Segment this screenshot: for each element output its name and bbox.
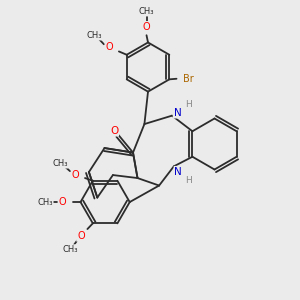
Text: CH₃: CH₃ xyxy=(63,245,78,254)
Text: O: O xyxy=(143,22,150,32)
Text: N: N xyxy=(173,108,181,118)
Text: O: O xyxy=(110,126,118,136)
Text: CH₃: CH₃ xyxy=(87,31,102,40)
Text: CH₃: CH₃ xyxy=(52,159,68,168)
Text: N: N xyxy=(174,167,182,177)
Text: O: O xyxy=(72,170,79,180)
Text: Br: Br xyxy=(182,74,193,84)
Text: O: O xyxy=(106,42,113,52)
Text: O: O xyxy=(59,197,66,207)
Text: CH₃: CH₃ xyxy=(38,198,53,206)
Text: H: H xyxy=(185,100,192,109)
Text: O: O xyxy=(77,231,85,241)
Text: CH₃: CH₃ xyxy=(139,7,154,16)
Text: H: H xyxy=(185,176,192,185)
